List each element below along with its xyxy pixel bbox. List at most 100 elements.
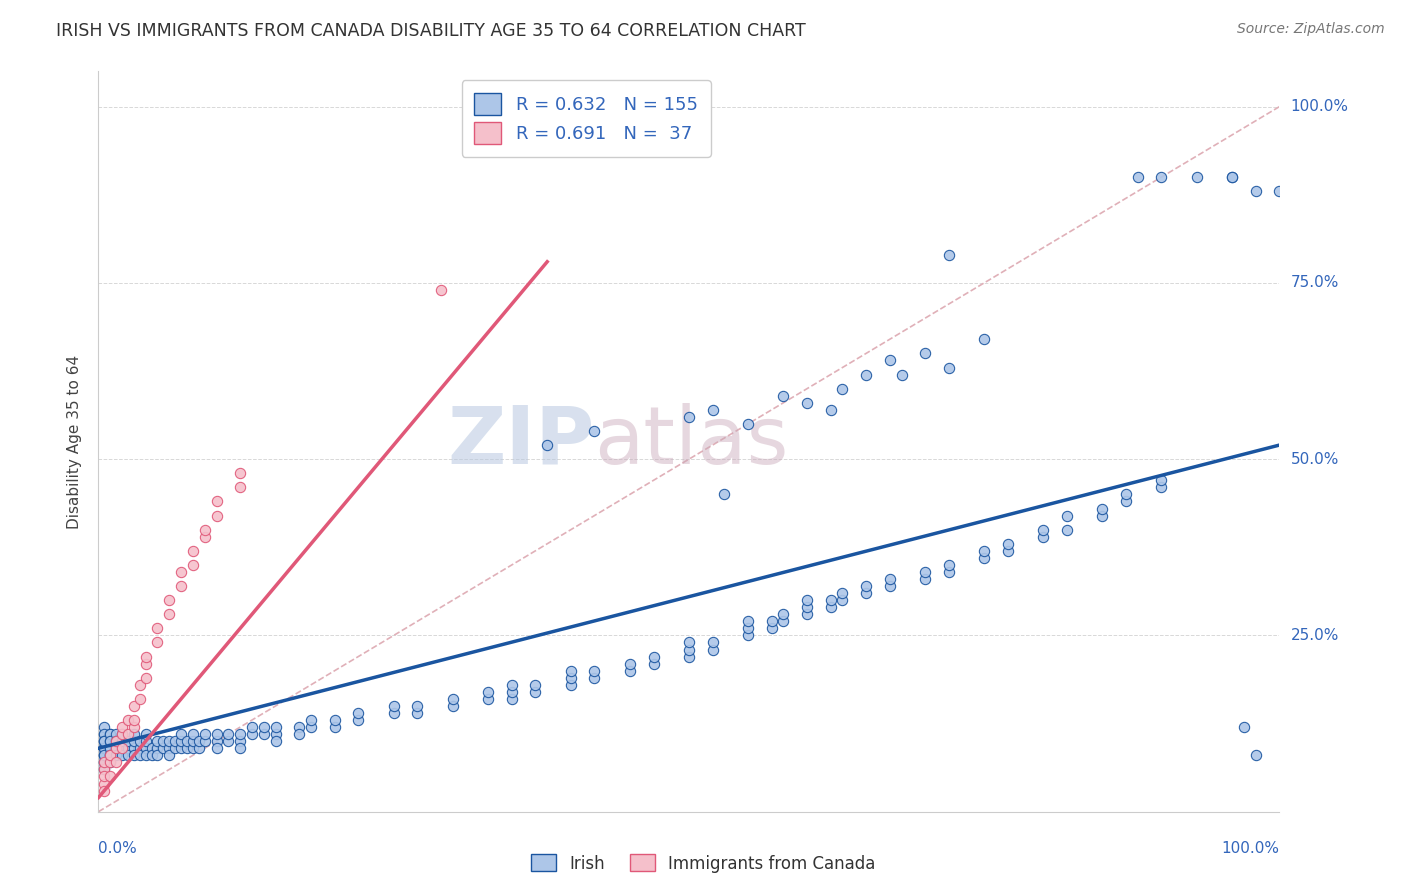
Point xyxy=(737,621,759,635)
Text: Source: ZipAtlas.com: Source: ZipAtlas.com xyxy=(1237,22,1385,37)
Point xyxy=(879,353,901,368)
Point xyxy=(524,678,547,692)
Point xyxy=(1185,170,1208,185)
Point xyxy=(406,706,429,720)
Point xyxy=(146,734,169,748)
Point xyxy=(93,741,115,756)
Point xyxy=(914,346,936,360)
Point xyxy=(165,741,187,756)
Point xyxy=(441,692,464,706)
Point xyxy=(194,727,217,741)
Point xyxy=(737,628,759,642)
Point xyxy=(105,734,128,748)
Point xyxy=(146,635,169,649)
Point xyxy=(1220,170,1243,185)
Point xyxy=(176,734,198,748)
Point xyxy=(229,741,252,756)
Text: 50.0%: 50.0% xyxy=(1291,451,1339,467)
Text: 75.0%: 75.0% xyxy=(1291,276,1339,291)
Point xyxy=(264,720,287,734)
Point xyxy=(93,756,115,770)
Point xyxy=(135,657,157,671)
Text: 25.0%: 25.0% xyxy=(1291,628,1339,643)
Point xyxy=(382,706,405,720)
Point xyxy=(146,748,169,763)
Point xyxy=(240,727,263,741)
Point xyxy=(973,332,995,346)
Point xyxy=(105,727,128,741)
Point xyxy=(229,727,252,741)
Point xyxy=(796,396,818,410)
Point xyxy=(105,741,128,756)
Text: 100.0%: 100.0% xyxy=(1222,841,1279,856)
Point xyxy=(1244,748,1267,763)
Point xyxy=(831,382,853,396)
Point xyxy=(761,621,783,635)
Point xyxy=(831,586,853,600)
Point xyxy=(890,368,912,382)
Point xyxy=(117,748,139,763)
Legend: Irish, Immigrants from Canada: Irish, Immigrants from Canada xyxy=(524,847,882,880)
Point xyxy=(98,734,121,748)
Point xyxy=(187,734,209,748)
Point xyxy=(583,671,606,685)
Point xyxy=(855,368,877,382)
Point xyxy=(1032,530,1054,544)
Point xyxy=(181,727,204,741)
Point xyxy=(105,741,128,756)
Point xyxy=(997,537,1019,551)
Point xyxy=(128,748,150,763)
Point xyxy=(128,678,150,692)
Point xyxy=(288,727,311,741)
Point xyxy=(135,727,157,741)
Point xyxy=(111,727,134,741)
Point xyxy=(93,769,115,783)
Point xyxy=(135,671,157,685)
Point xyxy=(1115,487,1137,501)
Point xyxy=(176,741,198,756)
Point xyxy=(205,727,228,741)
Point xyxy=(406,698,429,713)
Point xyxy=(619,657,641,671)
Point xyxy=(702,642,724,657)
Point xyxy=(93,748,115,763)
Point xyxy=(643,657,665,671)
Point xyxy=(181,734,204,748)
Point xyxy=(347,713,370,727)
Point xyxy=(240,720,263,734)
Point xyxy=(93,741,115,756)
Point xyxy=(105,734,128,748)
Point xyxy=(181,741,204,756)
Point xyxy=(583,664,606,678)
Point xyxy=(135,748,157,763)
Point xyxy=(93,776,115,790)
Point xyxy=(93,734,115,748)
Point xyxy=(1268,184,1291,198)
Point xyxy=(1032,523,1054,537)
Point xyxy=(879,572,901,586)
Point xyxy=(938,360,960,375)
Point xyxy=(820,593,842,607)
Point xyxy=(98,769,121,783)
Point xyxy=(382,698,405,713)
Point xyxy=(678,642,700,657)
Point xyxy=(973,544,995,558)
Point xyxy=(194,523,217,537)
Point xyxy=(146,741,169,756)
Point xyxy=(170,727,193,741)
Point xyxy=(93,748,115,763)
Point xyxy=(678,649,700,664)
Point xyxy=(111,748,134,763)
Point xyxy=(253,720,276,734)
Point xyxy=(93,756,115,770)
Point xyxy=(702,402,724,417)
Y-axis label: Disability Age 35 to 64: Disability Age 35 to 64 xyxy=(67,354,83,529)
Point xyxy=(98,741,121,756)
Point xyxy=(105,756,128,770)
Point xyxy=(914,565,936,579)
Point xyxy=(217,734,239,748)
Point xyxy=(973,550,995,565)
Point xyxy=(165,734,187,748)
Point xyxy=(93,748,115,763)
Point xyxy=(93,734,115,748)
